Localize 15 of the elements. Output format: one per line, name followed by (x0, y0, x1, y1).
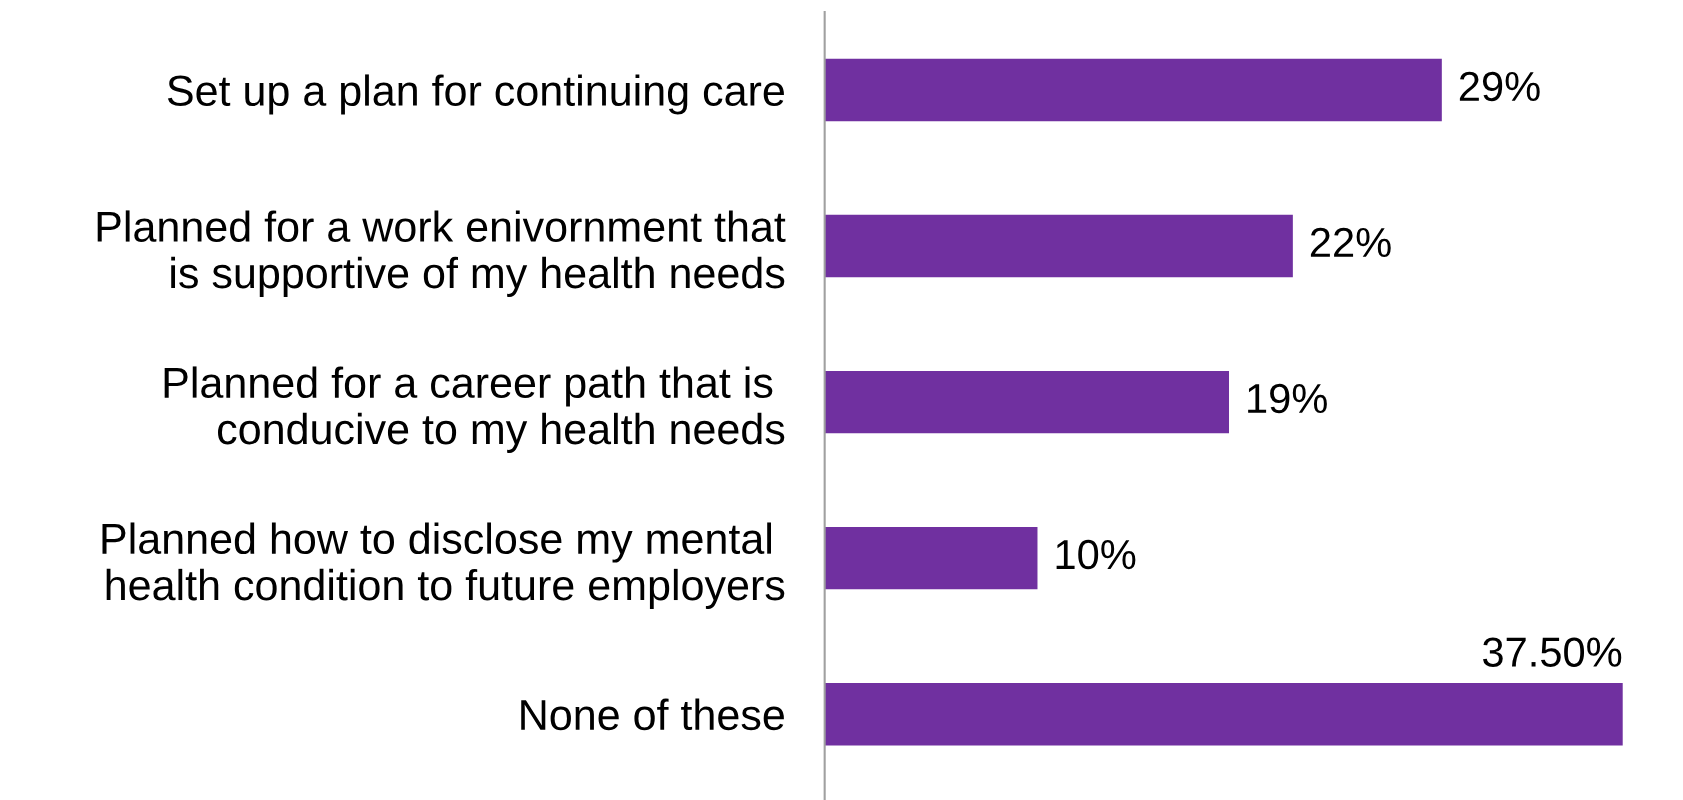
y-tick-label: Set up a plan for continuing care (167, 74, 784, 115)
data-label: 29% (1459, 71, 1540, 102)
data-label: 19% (1248, 383, 1327, 414)
y-tick-label: None of these (521, 698, 784, 731)
y-tick-label: Planned for a career path that is conducive to my health needs (164, 366, 785, 453)
y-tick-label: Planned for a work enivornment that is supportive of my health needs (97, 210, 786, 297)
bar (824, 682, 1623, 746)
bar (824, 370, 1230, 434)
data-label: 10% (1056, 539, 1136, 570)
y-tick-label: Planned how to disclose my mental health condition to future employers (102, 522, 785, 609)
data-label: 22% (1310, 227, 1391, 258)
bar (824, 526, 1038, 590)
data-label: 37.50% (1482, 637, 1622, 667)
bar (824, 58, 1442, 122)
bar (824, 214, 1293, 278)
